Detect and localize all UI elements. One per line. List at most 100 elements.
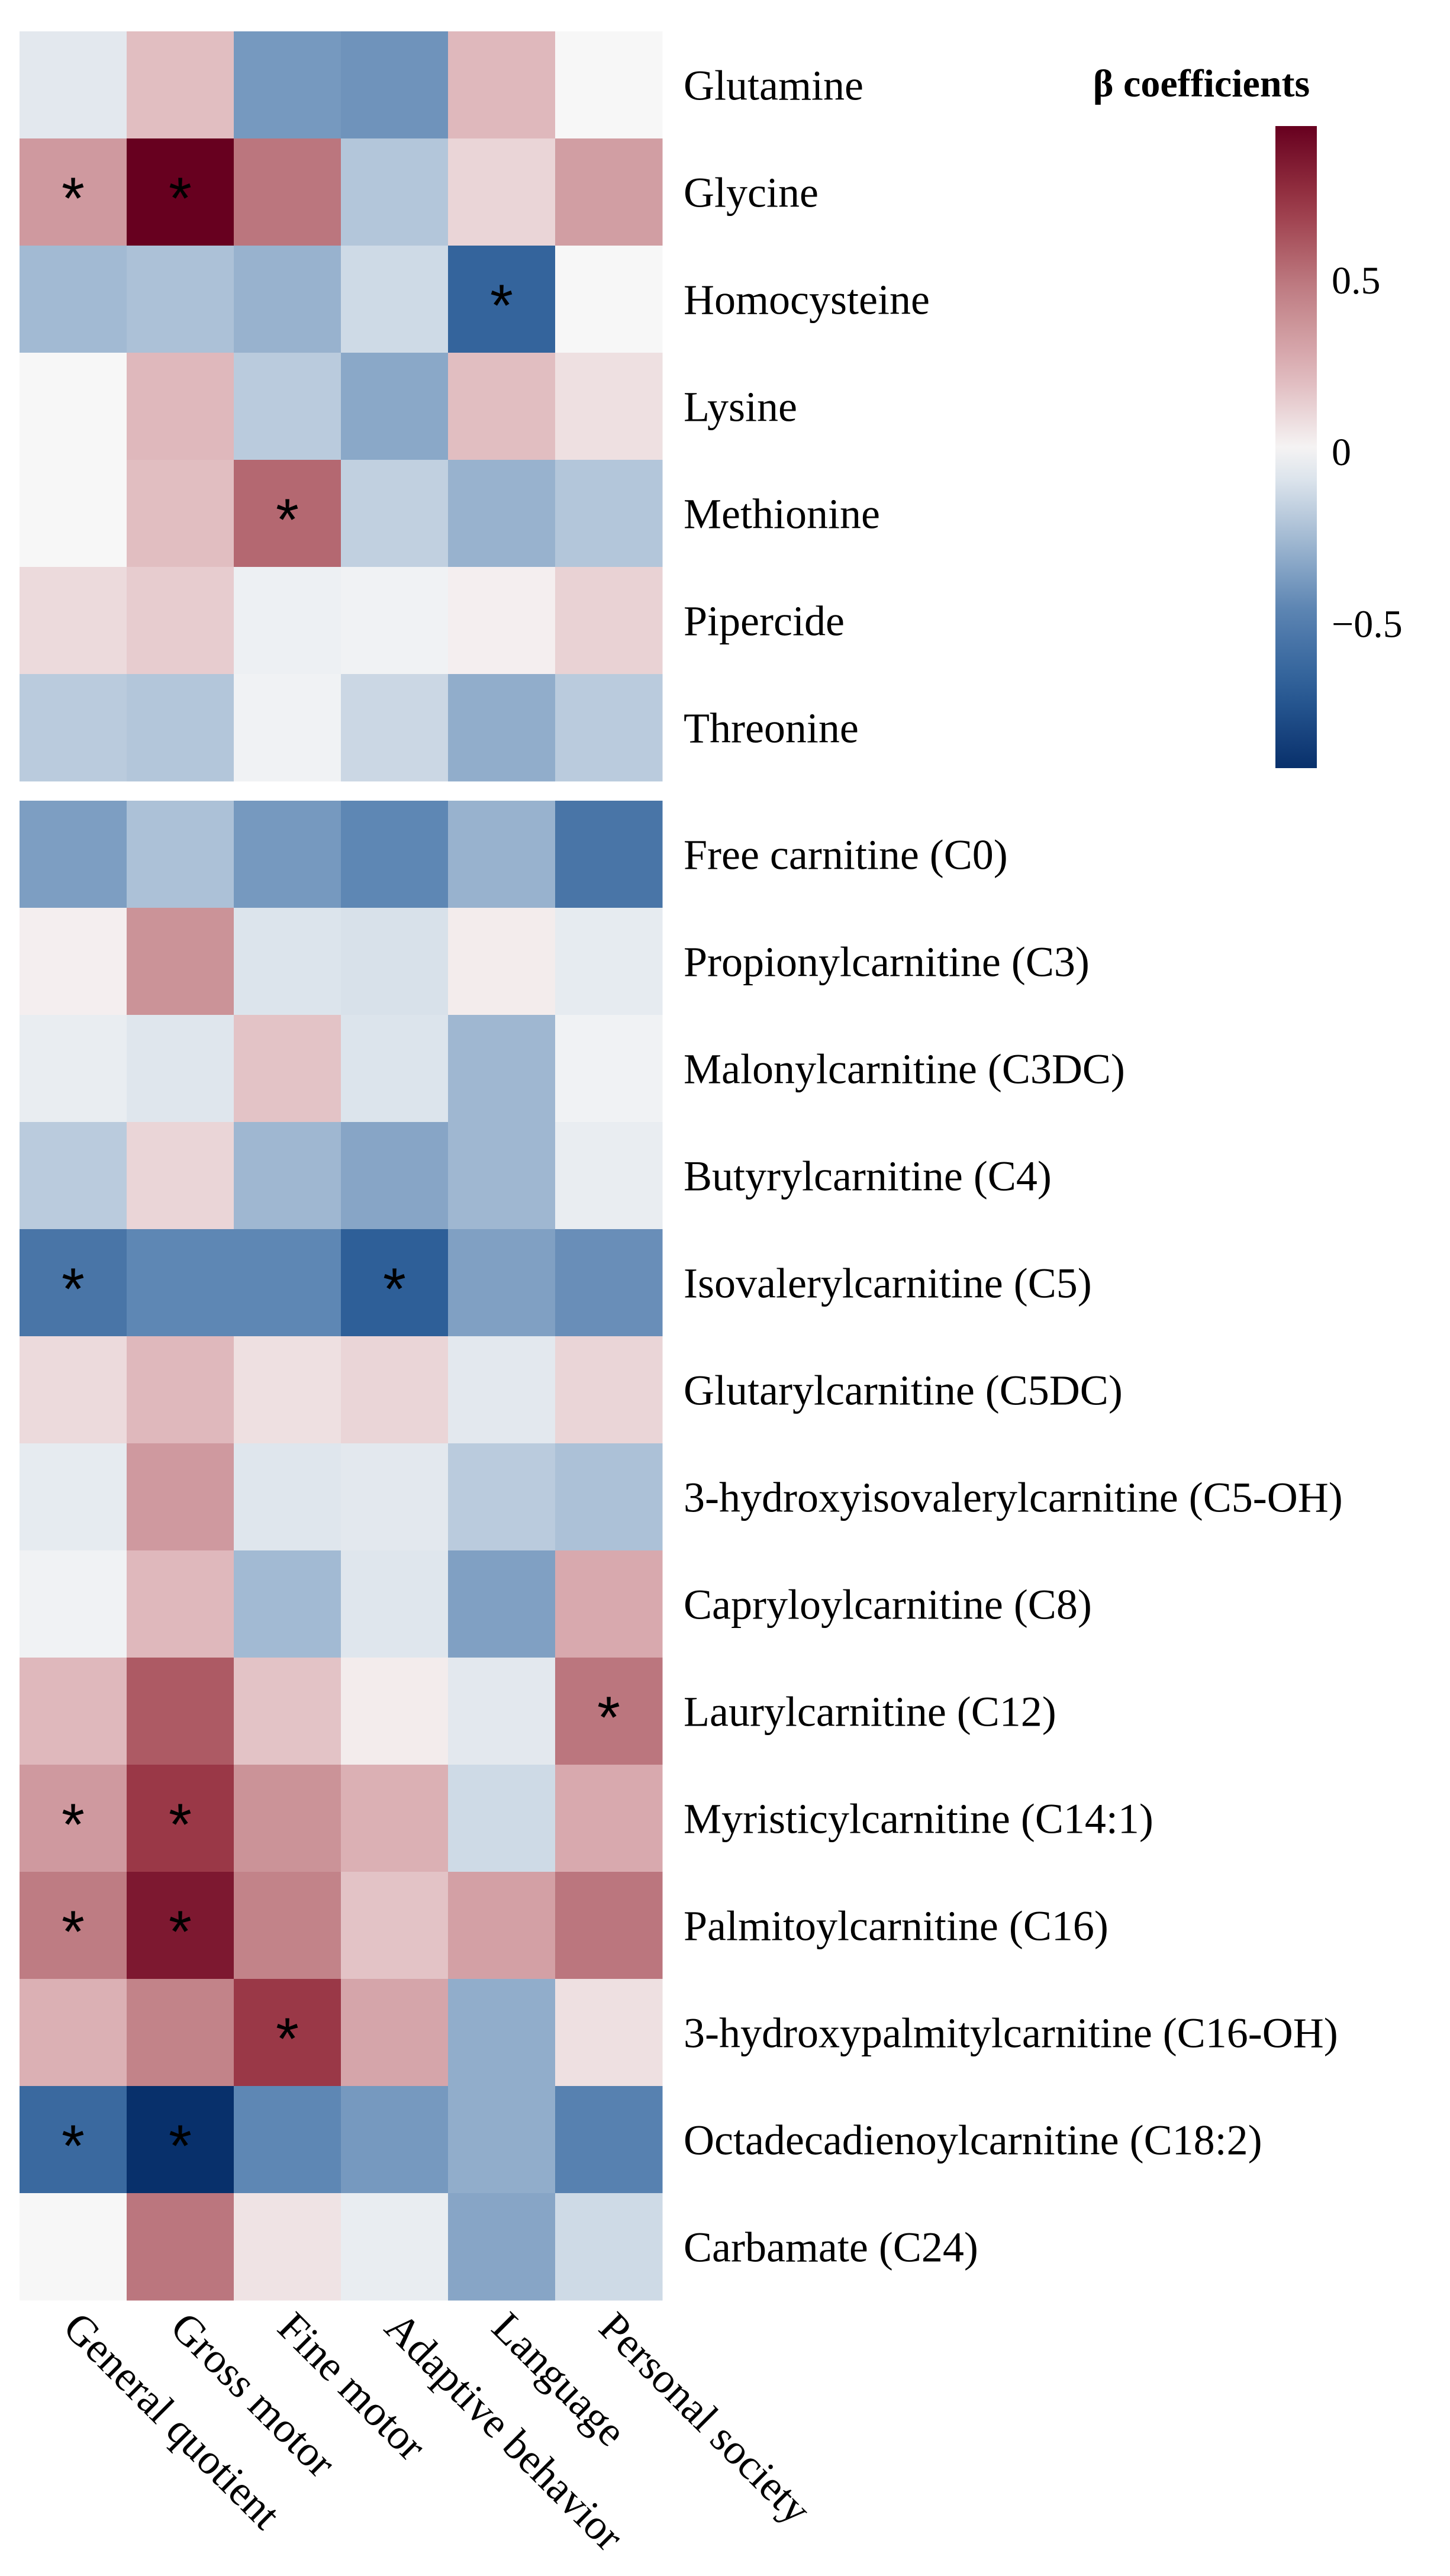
row-label: Methionine [684,491,880,538]
legend-colorbar [1275,126,1317,768]
row-label: Pipercide [684,598,845,645]
heatmap-cell [341,1550,449,1658]
heatmap-cell [127,1443,234,1551]
row-label: 3-hydroxyisovalerylcarnitine (C5-OH) [684,1474,1343,1521]
heatmap-cell [127,567,234,675]
heatmap-cell [448,801,556,908]
heatmap-cell [448,353,556,460]
heatmap-cell [127,1550,234,1658]
heatmap-cell [20,1550,127,1658]
heatmap-cell [555,1765,663,1872]
row-label: Threonine [684,705,859,752]
heatmap-cell [448,138,556,246]
heatmap-cell [20,1765,127,1872]
heatmap-cell [127,31,234,139]
legend-tick-label: −0.5 [1332,602,1403,646]
heatmap-cell [448,1229,556,1337]
heatmap-cell [555,2086,663,2194]
heatmap-cell [20,2193,127,2301]
heatmap-cell [341,1658,449,1765]
legend-tick-label: 0.5 [1332,259,1381,302]
significance-star: * [169,1792,192,1858]
heatmap-cells [20,31,663,2301]
heatmap-cell [341,460,449,568]
row-label: Myristicylcarnitine (C14:1) [684,1795,1153,1843]
heatmap-cell [20,1122,127,1230]
heatmap-cell [127,1015,234,1123]
heatmap-cell [341,674,449,782]
heatmap-cell [341,2193,449,2301]
heatmap-cell [20,1443,127,1551]
heatmap-cell [234,1658,341,1765]
significance-star: * [383,1256,406,1323]
heatmap-cell [555,138,663,246]
heatmap-cell [555,1443,663,1551]
heatmap-cell [448,1658,556,1765]
heatmap-cell [555,1122,663,1230]
heatmap-cell [20,1872,127,1979]
heatmap-cell [127,908,234,1015]
heatmap-cell [341,138,449,246]
heatmap-cell [448,908,556,1015]
heatmap-cell [448,1122,556,1230]
heatmap-cell [127,1229,234,1337]
heatmap-cell [448,246,556,353]
heatmap-cell [555,1658,663,1765]
heatmap-cell [448,460,556,568]
row-label: Glutamine [684,62,863,109]
heatmap-cell [341,246,449,353]
heatmap-cell [127,138,234,246]
heatmap-cell [127,460,234,568]
heatmap-cell [448,1336,556,1444]
row-label: Capryloylcarnitine (C8) [684,1581,1092,1629]
significance-star: * [169,166,192,232]
heatmap-cell [448,31,556,139]
row-label: Carbamate (C24) [684,2224,978,2271]
heatmap-cell [555,567,663,675]
heatmap-cell [127,1658,234,1765]
heatmap-cell [341,1122,449,1230]
heatmap-cell [127,1979,234,2087]
row-label: Lysine [684,383,797,431]
heatmap-cell [127,353,234,460]
row-label: Glycine [684,169,819,217]
heatmap-cell [234,801,341,908]
row-label: Octadecadienoylcarnitine (C18:2) [684,2117,1262,2164]
heatmap-cell [20,567,127,675]
heatmap-cell [20,1336,127,1444]
heatmap-cell [448,567,556,675]
heatmap-cell [448,674,556,782]
legend-title: β coefficients [1093,62,1310,105]
heatmap-cell [234,674,341,782]
heatmap-cell [555,801,663,908]
significance-markers: * * * * * * * * * * * * * * [62,166,620,2180]
heatmap-cell [20,460,127,568]
heatmap-cell [555,246,663,353]
heatmap-cell [20,246,127,353]
heatmap-cell [448,1872,556,1979]
heatmap-cell [127,674,234,782]
heatmap-cell [127,1872,234,1979]
heatmap-cell [555,1872,663,1979]
heatmap-cell [341,2086,449,2194]
heatmap-cell [555,1550,663,1658]
heatmap-cell [20,674,127,782]
heatmap-cell [20,908,127,1015]
heatmap-cell [234,1122,341,1230]
heatmap-cell [234,138,341,246]
heatmap-cell [127,1122,234,1230]
heatmap-cell [341,353,449,460]
heatmap-cell [20,1979,127,2087]
heatmap-cell [234,31,341,139]
heatmap-cell [341,1443,449,1551]
heatmap-cell [234,1979,341,2087]
heatmap-cell [555,1229,663,1337]
heatmap-cell [127,801,234,908]
heatmap-cell [555,2193,663,2301]
row-label: Malonylcarnitine (C3DC) [684,1046,1125,1093]
heatmap-cell [20,801,127,908]
heatmap-cell [341,908,449,1015]
heatmap-cell [234,1015,341,1123]
heatmap-cell [341,1872,449,1979]
